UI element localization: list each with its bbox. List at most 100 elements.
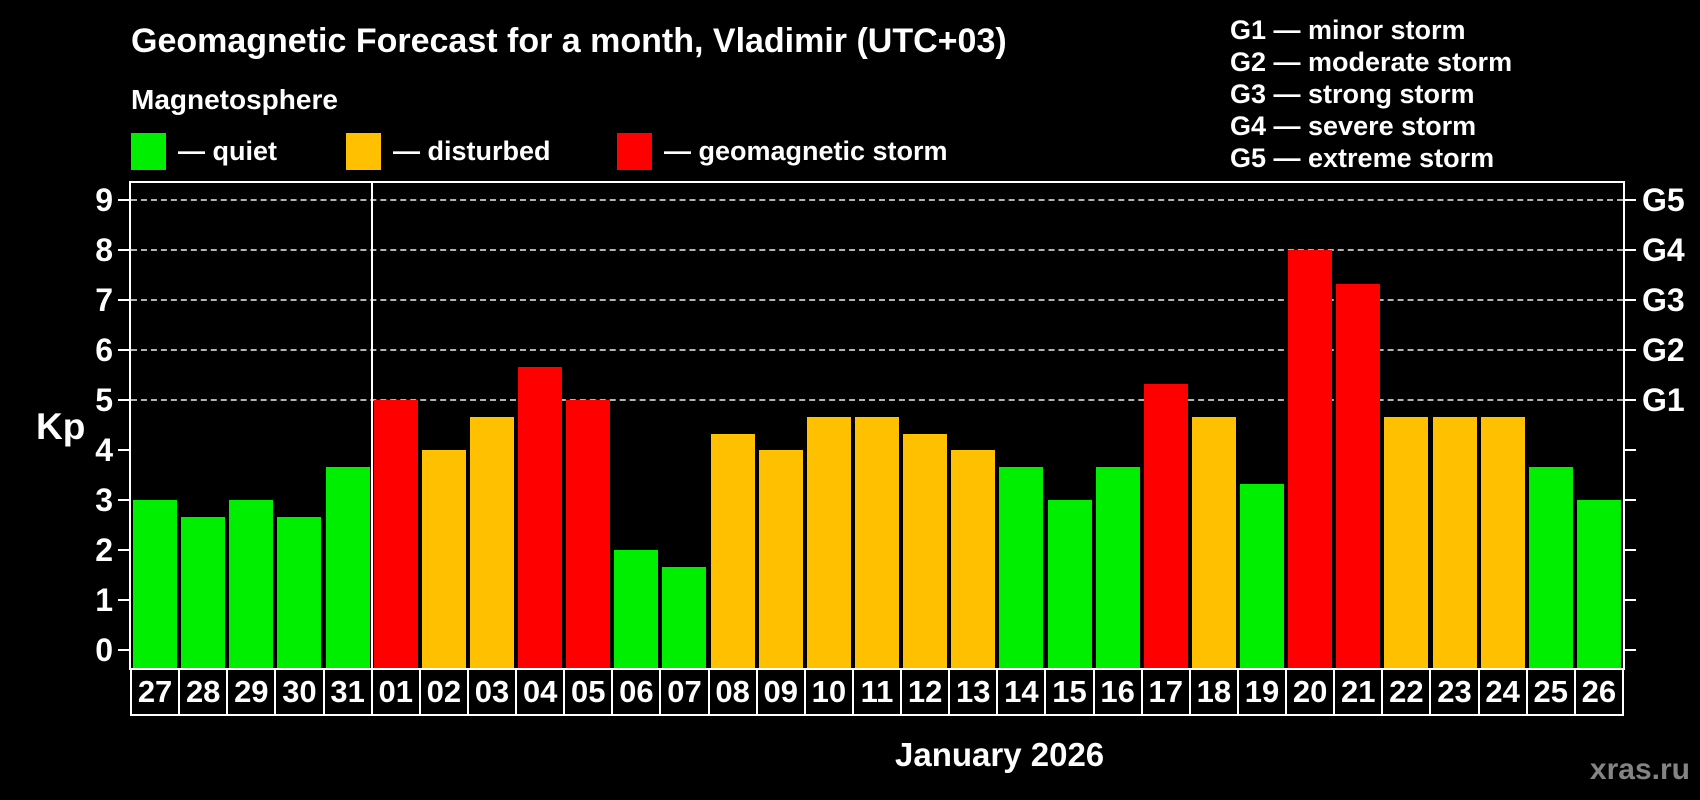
legend-item-storm: — geomagnetic storm (617, 132, 948, 170)
bar-day-01 (373, 400, 418, 668)
bar-day-06 (614, 550, 659, 668)
bar-day-25 (1528, 466, 1573, 668)
g-axis-label: G5 (1642, 182, 1685, 218)
bar-day-08 (710, 433, 755, 668)
y-axis-tick-label: 5 (95, 382, 113, 418)
day-label: 27 (130, 668, 181, 716)
bar-day-26 (1576, 500, 1621, 668)
bar-day-09 (758, 450, 803, 668)
g-legend-line-g5: G5 — extreme storm (1230, 143, 1495, 173)
y-axis-tick (118, 299, 129, 301)
bar-day-29 (229, 500, 274, 668)
bar-day-05 (566, 400, 611, 668)
legend-item-label: — quiet (178, 135, 277, 166)
y-axis-tick (118, 499, 129, 501)
day-label: 03 (466, 668, 518, 716)
g-legend-line-g2: G2 — moderate storm (1230, 47, 1513, 77)
day-label: 12 (900, 668, 951, 716)
day-label: 13 (948, 668, 999, 716)
legend-item-disturbed: — disturbed (346, 132, 551, 170)
bar-day-14 (999, 466, 1044, 668)
g-axis-tick (1625, 399, 1636, 401)
day-label: 10 (803, 668, 854, 716)
day-label: 29 (226, 668, 277, 716)
day-label: 01 (370, 668, 421, 716)
g-axis-tick (1625, 549, 1636, 551)
day-label: 24 (1477, 668, 1528, 716)
bar-day-03 (469, 416, 514, 668)
bar-day-11 (855, 416, 899, 668)
kp-axis-title: Kp (36, 406, 86, 447)
bar-day-16 (1095, 466, 1140, 668)
day-label: 23 (1429, 668, 1480, 716)
y-axis-tick-label: 0 (95, 632, 113, 668)
disturbed-color-swatch-icon (346, 132, 381, 170)
g-legend-line-g1: G1 — minor storm (1230, 15, 1466, 45)
day-label: 05 (563, 668, 614, 716)
bar-day-13 (951, 450, 996, 668)
day-label: 28 (178, 668, 229, 716)
bar-day-18 (1191, 416, 1236, 668)
g-axis-label: G1 (1642, 382, 1685, 418)
plot-border (129, 181, 1625, 670)
day-label: 07 (659, 668, 710, 716)
g-axis-tick (1625, 649, 1636, 651)
g-axis-tick (1625, 299, 1636, 301)
day-label: 30 (274, 668, 325, 716)
y-axis-tick (118, 599, 129, 601)
month-axis-label: January 2026 (895, 736, 1105, 773)
day-label: 19 (1236, 668, 1288, 716)
bar-day-27 (133, 500, 178, 668)
day-label: 21 (1333, 668, 1384, 716)
y-axis-tick (118, 199, 129, 201)
y-axis-tick (118, 349, 129, 351)
day-label: 20 (1285, 668, 1336, 716)
day-label: 25 (1525, 668, 1576, 716)
bar-day-22 (1384, 416, 1429, 668)
g-axis-tick (1625, 449, 1636, 451)
bar-day-10 (806, 416, 851, 668)
bar-day-21 (1336, 283, 1381, 668)
bar-day-04 (518, 366, 563, 668)
g-axis-label: G3 (1642, 282, 1685, 318)
day-label: 15 (1044, 668, 1095, 716)
y-axis-tick (118, 649, 129, 651)
grid-line (131, 199, 1623, 201)
y-axis-tick-label: 6 (95, 332, 113, 368)
g-scale-legend: G1 — minor storm G2 — moderate storm G3 … (1230, 14, 1512, 174)
day-label: 22 (1381, 668, 1432, 716)
day-label: 16 (1092, 668, 1143, 716)
day-label: 04 (515, 668, 566, 716)
y-axis-tick-label: 3 (95, 482, 113, 518)
bar-day-31 (325, 466, 370, 668)
legend-item-quiet: — quiet (131, 132, 277, 170)
bar-day-02 (421, 450, 466, 668)
grid-line (131, 249, 1623, 251)
g-axis-tick (1625, 599, 1636, 601)
bar-day-19 (1240, 483, 1285, 668)
g-axis-tick (1625, 249, 1636, 251)
day-label: 11 (851, 668, 903, 716)
g-axis-label: G4 (1642, 232, 1685, 268)
day-label: 09 (755, 668, 806, 716)
bar-day-17 (1143, 383, 1188, 668)
legend-item-label: — geomagnetic storm (664, 135, 948, 166)
y-axis-tick-label: 1 (95, 582, 113, 618)
watermark-link[interactable]: xras.ru (1589, 753, 1690, 786)
y-axis-tick-label: 4 (95, 432, 113, 468)
bar-day-23 (1432, 416, 1477, 668)
g-axis-tick (1625, 499, 1636, 501)
bar-day-28 (181, 516, 226, 668)
grid-line (131, 349, 1623, 351)
grid-line (131, 299, 1623, 301)
storm-color-swatch-icon (617, 132, 652, 170)
page-title: Geomagnetic Forecast for a month, Vladim… (131, 22, 1007, 60)
bar-day-07 (662, 566, 707, 668)
g-axis-label: G2 (1642, 332, 1685, 368)
day-label: 14 (996, 668, 1047, 716)
day-label: 02 (418, 668, 469, 716)
y-axis-tick (118, 399, 129, 401)
day-label: 08 (707, 668, 758, 716)
g-axis-tick (1625, 349, 1636, 351)
